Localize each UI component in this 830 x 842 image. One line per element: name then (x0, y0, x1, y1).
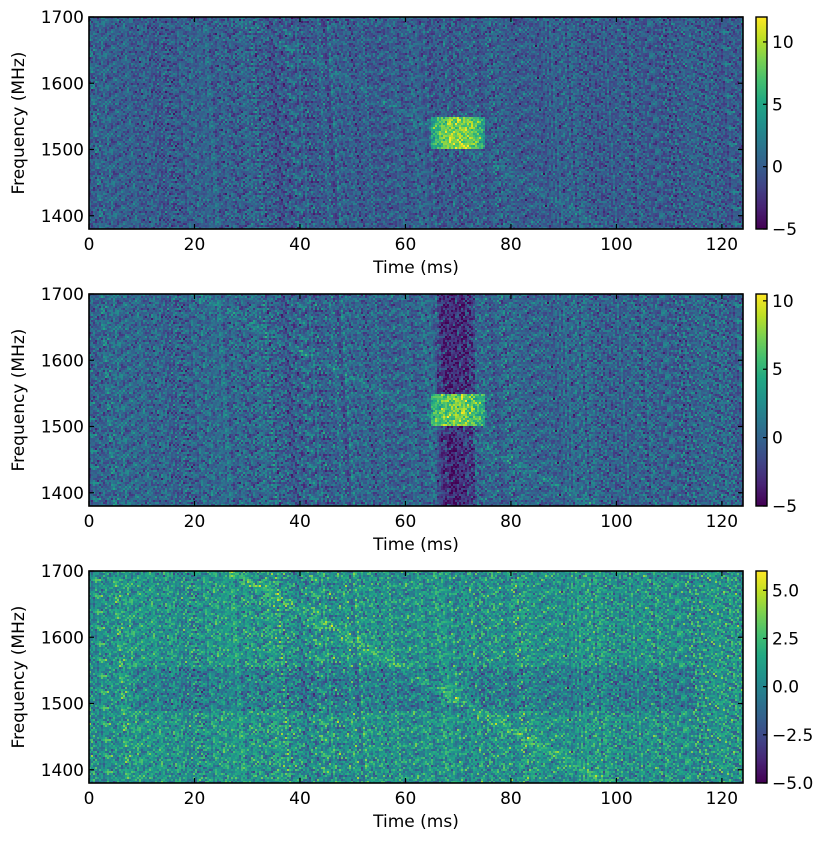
colorbar-tick-label: −5 (772, 497, 797, 517)
plot-frame (88, 570, 744, 784)
x-tick-label: 40 (289, 512, 311, 532)
y-tick-label: 1700 (41, 285, 84, 305)
colorbar: −5 0 5 10 (755, 292, 797, 517)
y-tick-label: 1500 (41, 695, 84, 715)
y-tick-label: 1400 (41, 761, 84, 781)
colorbar-gradient (756, 17, 767, 229)
colorbar-tick-label: 5 (772, 360, 783, 380)
x-tick-label: 0 (84, 789, 95, 809)
x-tick-label: 60 (395, 789, 417, 809)
colorbar-tick-label: 5.0 (772, 581, 799, 601)
x-tick-label: 100 (600, 512, 632, 532)
colorbar-tick-label: −2.5 (772, 726, 813, 746)
x-tick-label: 0 (84, 512, 95, 532)
x-tick-label: 120 (706, 235, 738, 255)
x-tick-label: 120 (706, 512, 738, 532)
panel-bottom: 0 20 40 60 80 100 120 1400 1500 1600 1700 Time (ms)… (9, 562, 813, 832)
x-axis-label: Time (ms) (372, 535, 459, 555)
colorbar-gradient (756, 571, 767, 783)
colorbar-tick-label: 0 (772, 158, 783, 178)
colorbar-tick-label: 5 (772, 95, 783, 115)
colorbar-frame (755, 570, 768, 784)
x-tick-label: 40 (289, 789, 311, 809)
y-tick-label: 1500 (41, 418, 84, 438)
y-tick-label: 1600 (41, 628, 84, 648)
y-tick-label: 1400 (41, 484, 84, 504)
x-tick-label: 80 (500, 512, 522, 532)
y-tick-label: 1600 (41, 351, 84, 371)
colorbar-frame (755, 293, 768, 507)
colorbar-tick-label: −5.0 (772, 774, 813, 794)
y-tick-label: 1500 (41, 141, 84, 161)
y-tick-label: 1700 (41, 8, 84, 28)
x-tick-label: 40 (289, 235, 311, 255)
x-tick-label: 20 (184, 235, 206, 255)
x-tick-label: 60 (395, 235, 417, 255)
colorbar-tick-label: 10 (772, 33, 794, 53)
x-tick-label: 80 (500, 235, 522, 255)
x-axis-label: Time (ms) (372, 258, 459, 278)
colorbar: −5 0 5 10 (755, 16, 797, 240)
y-axis-label: Frequency (MHz) (9, 329, 29, 472)
x-tick-label: 60 (395, 512, 417, 532)
x-tick-label: 120 (706, 789, 738, 809)
colorbar-tick-label: −5 (772, 220, 797, 240)
heatmap-image (89, 294, 743, 506)
x-tick-label: 0 (84, 235, 95, 255)
plot-frame (88, 293, 744, 507)
y-tick-label: 1400 (41, 207, 84, 227)
x-tick-label: 20 (184, 789, 206, 809)
colorbar-tick-label: 0 (772, 429, 783, 449)
colorbar: −5.0 −2.5 0.0 2.5 5.0 (755, 570, 813, 794)
plot-frame (88, 16, 744, 230)
colorbar-frame (755, 16, 768, 230)
y-axis-label: Frequency (MHz) (9, 52, 29, 195)
heatmap-image (89, 17, 743, 229)
x-tick-label: 80 (500, 789, 522, 809)
y-tick-label: 1700 (41, 562, 84, 582)
colorbar-tick-label: 2.5 (772, 629, 799, 649)
x-tick-label: 100 (600, 235, 632, 255)
x-axis-label: Time (ms) (372, 812, 459, 832)
x-tick-label: 100 (600, 789, 632, 809)
y-tick-label: 1600 (41, 74, 84, 94)
heatmap-image (89, 571, 743, 783)
y-axis-label: Frequency (MHz) (9, 606, 29, 749)
colorbar-tick-label: 10 (772, 292, 794, 312)
colorbar-tick-label: 0.0 (772, 678, 799, 698)
colorbar-gradient (756, 294, 767, 506)
x-tick-label: 20 (184, 512, 206, 532)
